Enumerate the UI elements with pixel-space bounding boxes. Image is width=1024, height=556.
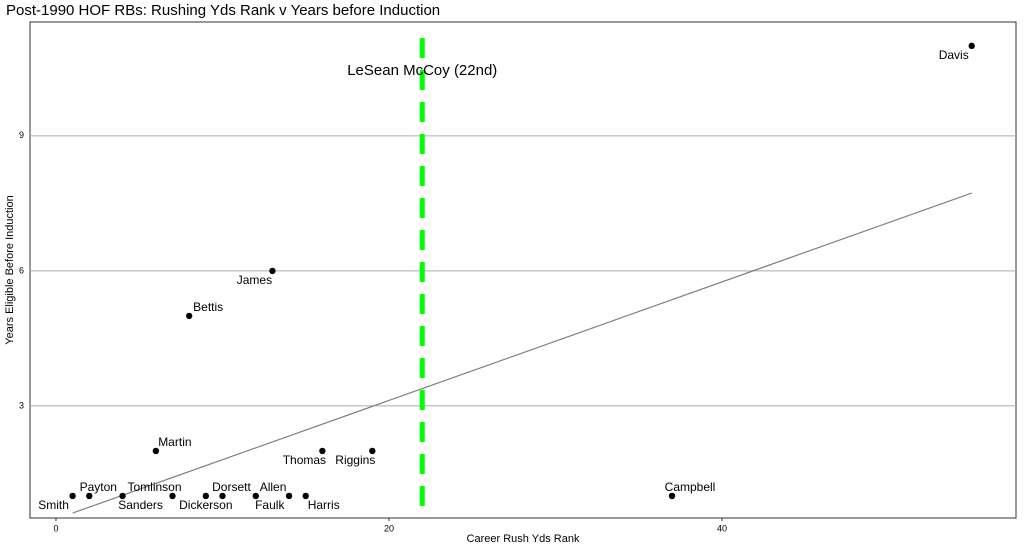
- point-label: James: [237, 273, 272, 287]
- data-point: [86, 492, 93, 500]
- y-tick-label: 6: [19, 265, 24, 275]
- y-tick-label: 9: [19, 130, 24, 140]
- point-label: Faulk: [255, 498, 285, 512]
- data-point: [202, 492, 210, 500]
- data-point: [285, 492, 293, 500]
- point-label: Harris: [308, 498, 340, 512]
- point-label: Dickerson: [179, 498, 232, 512]
- trend-line: [72, 192, 972, 514]
- data-point: [169, 492, 176, 500]
- x-tick-label: 0: [53, 523, 58, 533]
- data-point: [252, 492, 259, 500]
- data-point: [668, 492, 676, 500]
- point-label: Dorsett: [212, 480, 251, 494]
- y-axis-title: Years Eligible Before Induction: [4, 195, 16, 344]
- point-label: Davis: [939, 48, 969, 62]
- data-point: [968, 42, 975, 50]
- data-point: [119, 492, 126, 500]
- point-label: Allen: [260, 480, 287, 494]
- point-label: Riggins: [335, 453, 375, 467]
- data-point: [219, 492, 226, 500]
- point-label: Bettis: [193, 300, 223, 314]
- point-label: Campbell: [665, 480, 716, 494]
- point-label: Thomas: [283, 453, 326, 467]
- plot-border: [29, 21, 1017, 519]
- x-tick-label: 20: [384, 523, 394, 533]
- data-point: [269, 267, 276, 275]
- x-tick-label: 40: [717, 523, 727, 533]
- x-axis-title: Career Rush Yds Rank: [467, 533, 580, 545]
- reference-label: LeSean McCoy (22nd): [347, 62, 497, 79]
- data-point: [369, 447, 376, 455]
- y-tick-label: 3: [19, 400, 24, 410]
- point-label: Tomlinson: [128, 480, 182, 494]
- point-label: Sanders: [118, 498, 163, 512]
- data-point: [185, 312, 193, 320]
- data-point: [152, 447, 160, 455]
- data-point: [69, 492, 76, 500]
- point-label: Payton: [80, 480, 117, 494]
- point-label: Martin: [158, 435, 191, 449]
- chart-title: Post-1990 HOF RBs: Rushing Yds Rank v Ye…: [6, 2, 440, 19]
- data-point: [319, 447, 326, 455]
- point-label: Smith: [38, 498, 69, 512]
- data-point: [302, 492, 309, 500]
